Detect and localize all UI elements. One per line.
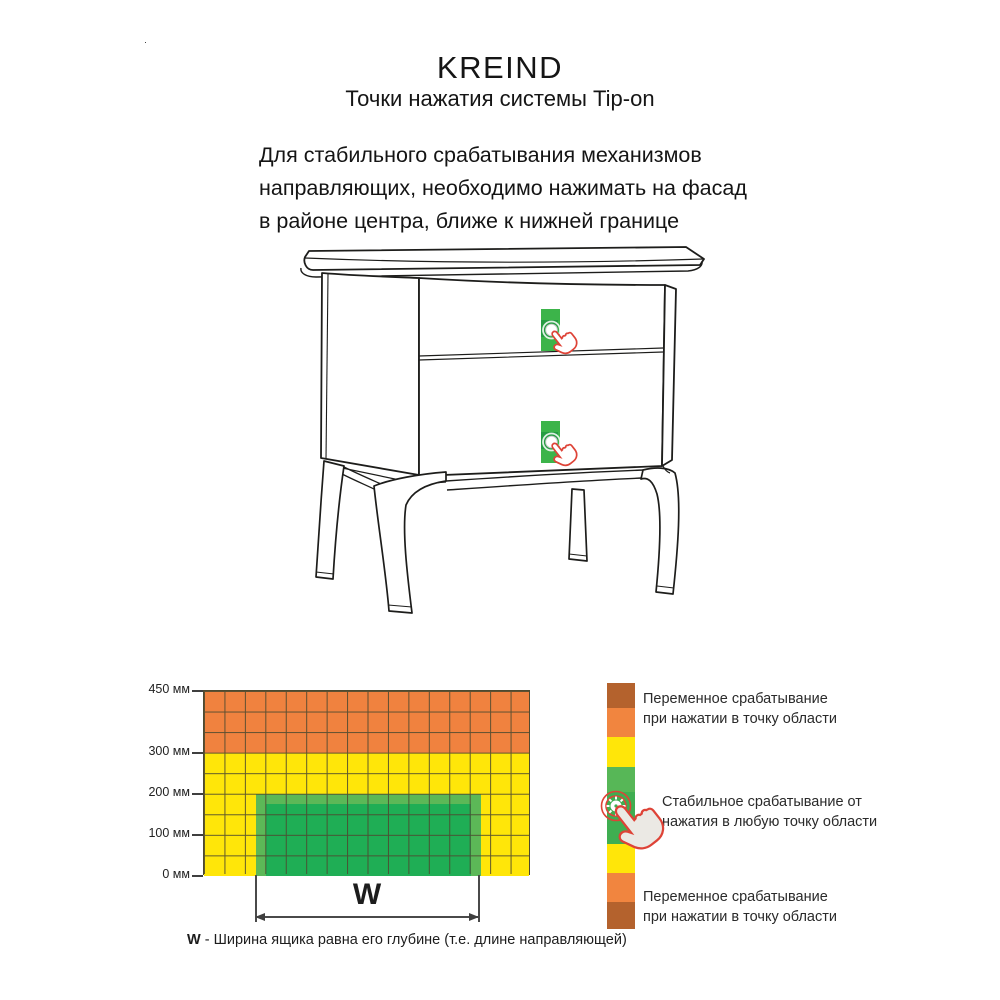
dimension-extension-line-left (255, 875, 257, 922)
cabinet-body (320, 272, 677, 485)
tick-label: 100 мм (148, 826, 190, 840)
arrowhead-left-icon (255, 912, 265, 921)
legend-seg-brown-bottom (607, 902, 635, 929)
press-zone-core (541, 320, 558, 337)
intro-line: в районе центра, ближе к нижней границе (259, 209, 680, 233)
legend-text-line: нажатия в любую точку области (662, 814, 878, 830)
touch-press-hand-icon (545, 322, 581, 360)
legend-seg-orange-top (607, 708, 635, 737)
tick-line (192, 875, 203, 877)
legend-seg-green-core (607, 792, 635, 844)
legend-item-variable-top: Переменное срабатывание при нажатии в то… (643, 689, 837, 729)
legend-seg-brown-top (607, 683, 635, 708)
legend-seg-orange-bottom (607, 873, 635, 902)
press-dot (545, 323, 558, 337)
intro-line: направляющих, необходимо нажимать на фас… (259, 176, 747, 200)
legend-seg-green (607, 767, 635, 792)
press-indicator-drawer-2 (541, 421, 581, 472)
dimension-arrow-line (257, 916, 479, 918)
legend-text-line: при нажатии в точку области (643, 711, 837, 727)
legend-text-line: Стабильное срабатывание от (662, 794, 862, 810)
chart-caption: W - Ширина ящика равна его глубине (т.е.… (187, 932, 627, 948)
press-halo (542, 432, 561, 452)
tick-line (192, 834, 203, 836)
tick-label: 450 мм (148, 682, 190, 696)
tick-line (192, 690, 203, 692)
tick-line (192, 752, 203, 754)
legend-seg-yellow-bottom (607, 844, 635, 873)
tick-label: 300 мм (148, 744, 190, 758)
press-zone-grid (203, 690, 530, 876)
legend-text-line: Переменное срабатывание (643, 691, 828, 707)
intro-line: Для стабильного срабатывания механизмов (259, 143, 702, 167)
tick-line (192, 793, 203, 795)
tick-label: 0 мм (162, 867, 190, 881)
legend-seg-yellow-top (607, 737, 635, 767)
legend-item-variable-bottom: Переменное срабатывание при нажатии в то… (643, 887, 837, 927)
caption-text: - Ширина ящика равна его глубине (т.е. д… (200, 932, 627, 948)
press-zone-rect (541, 421, 560, 463)
legend-color-bar (607, 683, 635, 929)
arrowhead-right-icon (469, 912, 479, 921)
dimension-extension-line-right (478, 875, 480, 922)
intro-paragraph: Для стабильного срабатывания механизмов … (259, 139, 747, 238)
touch-press-hand-icon (545, 434, 581, 472)
stray-mark: · (144, 37, 147, 47)
cabinet-top (300, 246, 705, 278)
press-zone-rect (541, 309, 560, 351)
width-label: W (352, 878, 382, 911)
press-dot (545, 435, 558, 449)
cabinet-legs (315, 460, 680, 614)
legend-text-line: Переменное срабатывание (643, 889, 828, 905)
press-zone-core (541, 432, 558, 449)
press-halo (542, 320, 561, 340)
press-indicator-drawer-1 (541, 309, 581, 360)
page-subtitle: Точки нажатия системы Tip-on (345, 86, 655, 111)
legend-item-stable: Стабильное срабатывание от нажатия в люб… (662, 792, 877, 832)
grid-lines (204, 691, 529, 874)
caption-symbol: W (187, 932, 201, 948)
tick-label: 200 мм (148, 785, 190, 799)
brand-title: KREIND (436, 50, 564, 85)
legend-text-line: при нажатии в точку области (643, 909, 837, 925)
